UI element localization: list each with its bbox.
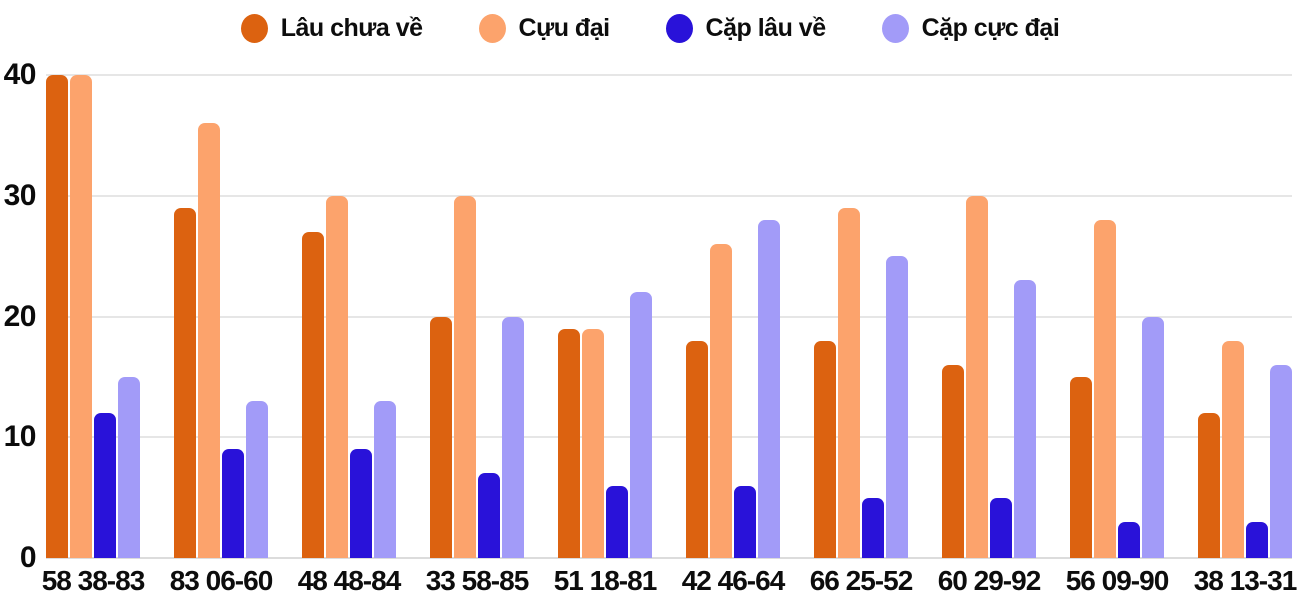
bar-series2-cat5 (734, 485, 756, 558)
gridline (46, 74, 1292, 76)
bar-series3-cat5 (758, 219, 780, 558)
legend-swatch-icon (665, 13, 693, 43)
x-axis-label: 56 09-90 (1065, 565, 1170, 596)
gridline (46, 194, 1292, 197)
x-axis-label: 83 06-60 (169, 565, 274, 596)
y-tick-label: 20 (3, 299, 37, 333)
bar-series2-cat7 (990, 497, 1012, 558)
bar-series2-cat1 (222, 449, 244, 558)
legend-item-3[interactable]: Cặp cực đại (881, 13, 1060, 43)
x-axis-label: 38 13-31 (1193, 565, 1298, 596)
bar-series1-cat4 (582, 328, 604, 558)
plot-area: 58 38-83 83 06-60 48 48-84 33 58-85 51 18-81… (42, 74, 1297, 595)
y-tick-label: 0 (19, 541, 37, 574)
x-axis-label: 60 29-92 (937, 565, 1042, 596)
bar-series3-cat8 (1142, 316, 1164, 558)
bar-series3-cat2 (374, 401, 396, 558)
bar-group-4: 51 18-81 (554, 75, 657, 595)
legend-item-1[interactable]: Cựu đại (478, 13, 611, 43)
bar-series2-cat4 (606, 485, 628, 558)
x-axis-label: 51 18-81 (553, 565, 658, 596)
y-tick-label: 30 (3, 178, 37, 212)
bar-series1-cat9 (1222, 340, 1244, 558)
legend: Lâu chưa về Cựu đại Cặp lâu về Cặp cực đại (0, 6, 1300, 50)
legend-label: Cặp cực đại (921, 13, 1060, 42)
bar-group-1: 83 06-60 (170, 75, 273, 595)
bar-series0-cat2 (302, 231, 324, 558)
legend-label: Cặp lâu về (705, 13, 827, 42)
bar-series1-cat3 (454, 195, 476, 558)
bar-series3-cat4 (630, 292, 652, 558)
y-tick-label: 10 (3, 420, 37, 454)
bar-group-9: 38 13-31 (1194, 75, 1297, 595)
bar-series1-cat6 (838, 207, 860, 558)
bar-series2-cat3 (478, 473, 500, 558)
bar-series3-cat9 (1270, 364, 1292, 558)
legend-swatch-icon (240, 13, 268, 43)
bar-series0-cat6 (814, 340, 836, 558)
bar-series3-cat0 (118, 376, 140, 558)
bar-series0-cat3 (430, 316, 452, 558)
bar-series0-cat0 (46, 75, 68, 558)
y-axis: 0 10 20 30 40 (2, 60, 37, 573)
bar-series1-cat7 (966, 195, 988, 558)
bar-series2-cat6 (862, 497, 884, 558)
bar-group-0: 58 38-83 (42, 75, 145, 595)
bar-series3-cat1 (246, 401, 268, 558)
bar-series1-cat2 (326, 195, 348, 558)
x-axis-baseline (46, 557, 1292, 559)
x-axis-label: 33 58-85 (425, 565, 530, 596)
x-axis-label: 48 48-84 (297, 565, 402, 596)
bar-series2-cat2 (350, 449, 372, 558)
bar-group-8: 56 09-90 (1066, 75, 1169, 595)
bar-group-6: 66 25-52 (810, 75, 913, 595)
bar-group-3: 33 58-85 (426, 75, 529, 595)
y-tick-label: 40 (3, 58, 37, 91)
x-axis-label: 66 25-52 (809, 565, 914, 596)
bar-series1-cat0 (70, 75, 92, 558)
bar-series1-cat1 (198, 123, 220, 558)
bar-series0-cat8 (1070, 376, 1092, 558)
legend-label: Cựu đại (518, 13, 611, 42)
bar-series0-cat7 (942, 364, 964, 558)
plot: 58 38-83 83 06-60 48 48-84 33 58-85 51 18-81… (42, 75, 1297, 595)
bar-series2-cat9 (1246, 521, 1268, 558)
bar-series3-cat6 (886, 256, 908, 558)
bar-series0-cat4 (558, 328, 580, 558)
gridline (46, 436, 1292, 439)
bar-series0-cat1 (174, 207, 196, 558)
bar-series2-cat8 (1118, 521, 1140, 558)
bar-group-7: 60 29-92 (938, 75, 1041, 595)
legend-swatch-icon (881, 13, 909, 43)
legend-swatch-icon (478, 13, 506, 43)
x-axis-label: 42 46-64 (681, 565, 786, 596)
bar-series1-cat8 (1094, 219, 1116, 558)
bar-series0-cat9 (1198, 413, 1220, 558)
x-axis-label: 58 38-83 (41, 565, 146, 596)
bar-series3-cat7 (1014, 280, 1036, 558)
bar-series3-cat3 (502, 316, 524, 558)
bar-group-5: 42 46-64 (682, 75, 785, 595)
bar-series1-cat5 (710, 244, 732, 558)
bar-series0-cat5 (686, 340, 708, 558)
legend-item-2[interactable]: Cặp lâu về (665, 13, 827, 43)
gridline (46, 315, 1292, 318)
bar-series2-cat0 (94, 413, 116, 558)
legend-item-0[interactable]: Lâu chưa về (240, 13, 423, 43)
bar-group-2: 48 48-84 (298, 75, 401, 595)
legend-label: Lâu chưa về (280, 13, 423, 42)
